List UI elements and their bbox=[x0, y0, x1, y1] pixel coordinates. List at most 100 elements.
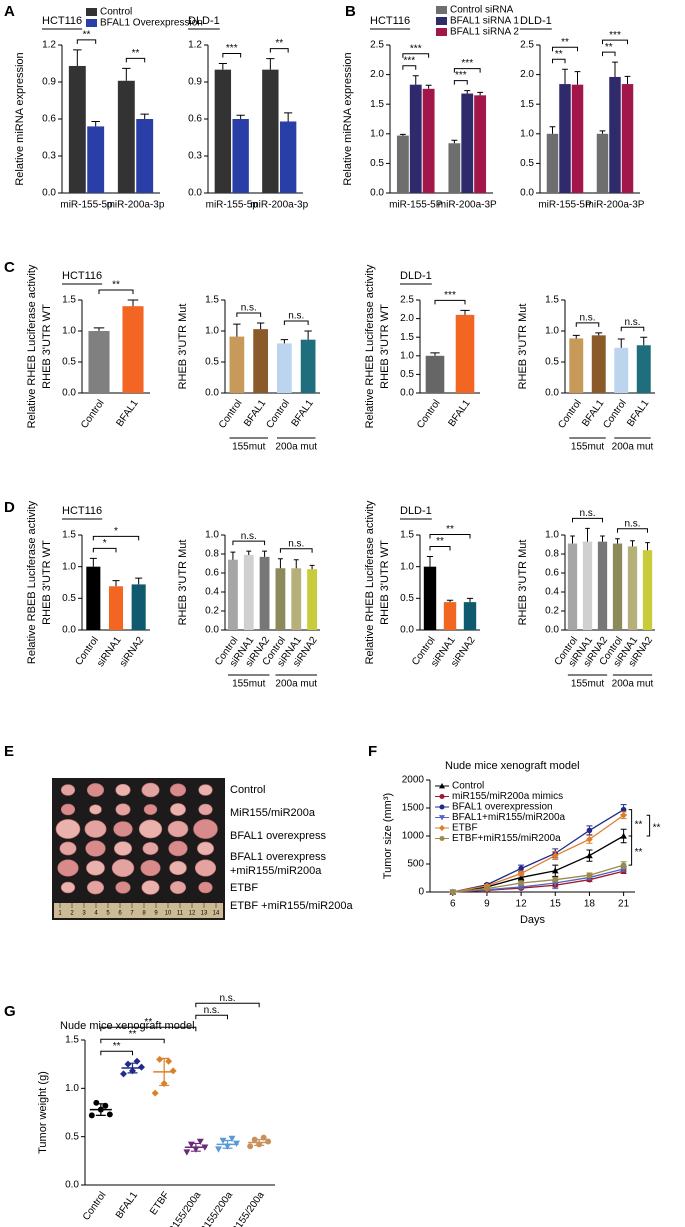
significance-label: n.s. bbox=[204, 1005, 220, 1016]
x-tick-label: Control bbox=[556, 398, 584, 431]
panel-letter: G bbox=[4, 1003, 16, 1020]
y-tick-label: 0.3 bbox=[42, 151, 56, 162]
error-bar bbox=[585, 527, 590, 542]
y-tick-label: 1.5 bbox=[400, 332, 414, 343]
bar bbox=[474, 95, 487, 193]
significance-label: ** bbox=[83, 30, 91, 41]
x-tick-label: miR-155-5P bbox=[389, 200, 443, 211]
tumor bbox=[194, 859, 217, 877]
line bbox=[452, 864, 624, 893]
bar bbox=[621, 84, 634, 193]
error-bar bbox=[451, 139, 458, 144]
y-tick-label: 0.5 bbox=[62, 357, 76, 368]
ruler-number: 9 bbox=[154, 911, 158, 917]
y-tick-label: 1500 bbox=[402, 803, 425, 814]
significance-bracket bbox=[92, 547, 117, 553]
y-tick-label: 1.2 bbox=[42, 40, 56, 51]
y-axis-title: Relative RHEB Luciferase activity bbox=[364, 264, 376, 428]
x-tick-label: miR-155-5p bbox=[60, 200, 113, 211]
bar bbox=[455, 314, 475, 393]
subplot-title: DLD-1 bbox=[188, 15, 220, 27]
bar bbox=[614, 347, 629, 393]
x-tick-label: siRNA2 bbox=[118, 635, 147, 669]
bar bbox=[582, 541, 593, 630]
legend-label: Control bbox=[100, 7, 132, 18]
significance-bracket bbox=[620, 326, 645, 332]
tumor bbox=[142, 842, 159, 855]
significance-bracket bbox=[453, 80, 468, 85]
tumor bbox=[197, 841, 214, 856]
y-axis-title: RHEB 3'UTR WT bbox=[379, 540, 391, 625]
y-tick-label: 1.5 bbox=[62, 530, 76, 541]
error-bar bbox=[89, 557, 97, 567]
error-bar bbox=[617, 338, 625, 348]
bar bbox=[546, 133, 559, 193]
significance-label: *** bbox=[444, 290, 456, 301]
marker bbox=[439, 804, 445, 810]
y-tick-label: 0 bbox=[418, 887, 424, 898]
marker bbox=[247, 1143, 254, 1150]
bar bbox=[425, 355, 445, 393]
y-axis-title: RHEB 3'UTR Mut bbox=[177, 540, 189, 626]
marker bbox=[124, 1060, 132, 1068]
error-bar bbox=[254, 1138, 265, 1146]
significance-bracket bbox=[617, 528, 648, 533]
line bbox=[452, 835, 624, 893]
marker bbox=[620, 862, 627, 868]
marker bbox=[138, 1063, 145, 1071]
y-axis-title: Relative RBEB Luciferase activity bbox=[26, 500, 38, 664]
tumor bbox=[59, 841, 77, 856]
y-axis-title: RHEB 3'UTR Mut bbox=[517, 304, 529, 390]
significance-bracket bbox=[402, 53, 430, 58]
tumor bbox=[193, 819, 218, 839]
error-bar bbox=[574, 71, 581, 85]
bar bbox=[131, 584, 146, 630]
chart-title: Nude mice xenograft model bbox=[60, 1020, 195, 1032]
significance-label: *** bbox=[455, 70, 467, 81]
significance-bracket bbox=[98, 289, 134, 294]
bar bbox=[597, 541, 608, 630]
y-tick-label: 0.0 bbox=[400, 625, 414, 636]
significance-bracket bbox=[646, 814, 651, 837]
tumor bbox=[60, 784, 76, 796]
marker bbox=[620, 866, 627, 873]
x-tick-label: Control bbox=[264, 398, 292, 431]
tumor bbox=[86, 783, 105, 797]
marker bbox=[228, 1135, 236, 1143]
error-bar bbox=[549, 126, 556, 134]
y-tick-label: 0.8 bbox=[205, 549, 219, 560]
tumor bbox=[140, 859, 161, 877]
error-bar bbox=[112, 580, 120, 587]
significance-bracket bbox=[100, 1050, 133, 1056]
y-tick-label: 1.0 bbox=[520, 128, 534, 139]
bar bbox=[277, 343, 292, 393]
x-tick-label: BFAL1 bbox=[446, 398, 472, 429]
y-tick-label: 1.0 bbox=[205, 326, 219, 337]
significance-bracket bbox=[402, 65, 417, 70]
y-axis-title: RHEB 3'UTR WT bbox=[379, 304, 391, 389]
panel-letter: D bbox=[4, 499, 15, 516]
significance-label: ** bbox=[653, 822, 661, 833]
y-tick-label: 1.0 bbox=[370, 128, 384, 139]
bar bbox=[279, 121, 297, 193]
x-axis-title: Days bbox=[520, 914, 546, 926]
error-bar bbox=[446, 599, 454, 603]
y-tick-label: 1.0 bbox=[62, 561, 76, 572]
y-tick-label: 0.6 bbox=[545, 568, 559, 579]
significance-bracket bbox=[279, 548, 313, 553]
tumor bbox=[141, 782, 160, 798]
error-bar bbox=[127, 299, 139, 307]
error-bar bbox=[135, 577, 143, 585]
y-tick-label: 0.0 bbox=[400, 388, 414, 399]
image-label: MiR155/miR200a bbox=[230, 807, 315, 819]
significance-bracket bbox=[232, 540, 266, 546]
y-tick-label: 1000 bbox=[402, 831, 425, 842]
significance-label: ** bbox=[144, 1017, 152, 1028]
error-bar bbox=[218, 63, 227, 70]
bar bbox=[571, 84, 584, 193]
x-tick-label: Control bbox=[217, 398, 245, 431]
image-label: ETBF bbox=[230, 882, 259, 894]
error-bar bbox=[425, 84, 432, 89]
x-tick-label: 6 bbox=[450, 899, 456, 910]
